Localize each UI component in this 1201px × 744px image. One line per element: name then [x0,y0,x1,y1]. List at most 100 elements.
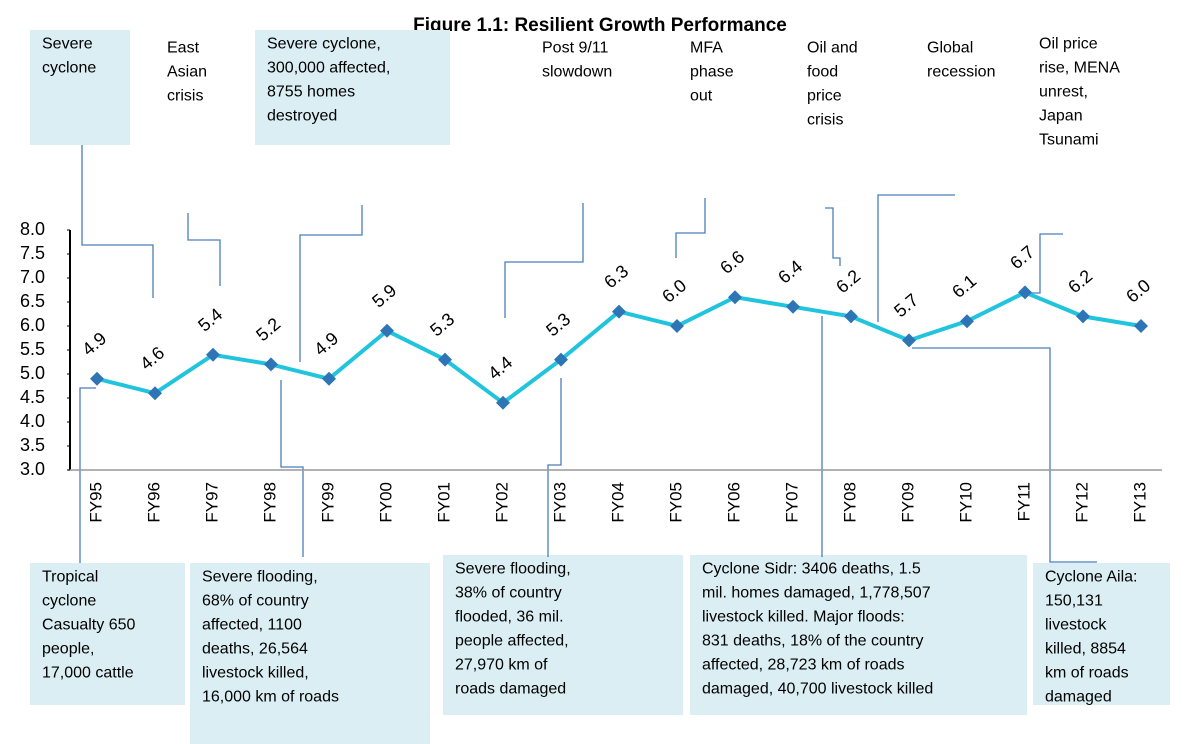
data-label: 5.2 [252,314,284,345]
annotation-text: Severe cyclone, [267,35,381,52]
connector [79,387,96,563]
marker [496,395,510,410]
connector [877,194,955,322]
y-tick-label: 4.5 [20,387,45,407]
connector [825,207,841,266]
annotation-text: recession [927,63,995,80]
annotation-text: East [167,39,200,56]
x-tick-label: FY09 [898,482,917,523]
annotation-box [30,563,185,705]
annotation-text: Tropical [42,568,98,585]
x-tick-label: FY10 [956,482,975,523]
annotation-text: affected, 1100 [202,616,302,633]
x-tick-label: FY02 [492,482,511,523]
marker [728,290,742,305]
x-tick-label: FY00 [376,482,395,523]
annotation-text: Severe flooding, [202,568,318,585]
x-tick-label: FY11 [1014,482,1033,521]
y-tick-label: 7.0 [20,267,45,287]
annotation-text: Oil and [807,39,858,56]
x-tick-label: FY08 [840,482,859,523]
data-label: 5.9 [368,280,400,311]
marker [1076,309,1090,324]
annotation-text: killed, 8854 [1045,640,1126,657]
x-tick-label: FY01 [434,482,453,523]
annotation-text: damaged [1045,688,1112,705]
y-tick-label: 5.5 [20,339,45,359]
annotation-text: roads damaged [455,680,566,697]
connector [912,347,1097,563]
annotation-text: damaged, 40,700 livestock killed [702,680,933,697]
annotation-text: Global [927,39,973,56]
data-label: 4.9 [310,328,342,359]
marker [148,386,162,401]
x-tick-label: FY07 [782,482,801,523]
annotation-text: mil. homes damaged, 1,778,507 [702,584,931,601]
annotation-text: rise, MENA [1039,59,1120,76]
connector [280,380,304,557]
data-label: 5.4 [194,304,226,335]
annotation-box [1033,563,1170,705]
annotation-text: 8755 homes [267,83,355,100]
marker [554,352,568,367]
data-label: 6.6 [716,247,748,278]
annotation-text: unrest, [1039,83,1088,100]
y-tick-label: 3.0 [20,459,45,479]
y-tick-label: 8.0 [20,219,45,239]
data-label: 5.3 [426,309,458,340]
data-label: 6.0 [1122,275,1154,306]
data-label: 5.7 [890,290,922,321]
annotation-text: out [690,87,713,104]
annotation-text: 27,970 km of [455,656,548,673]
annotation-text: food [807,63,838,80]
annotation-text: Japan [1039,107,1083,124]
connector [504,203,584,318]
annotation-box [255,30,450,145]
annotation-text: km of roads [1045,664,1129,681]
x-tick-label: FY98 [260,482,279,523]
marker [960,314,974,329]
y-tick-label: 7.5 [20,243,45,263]
x-tick-label: FY96 [144,482,163,523]
annotation-text: Cyclone Aila: [1045,568,1138,585]
annotation-text: Cyclone Sidr: 3406 deaths, 1.5 [702,560,921,577]
annotation-text: 17,000 cattle [42,664,134,681]
annotation-text: flooded, 36 mil. [455,608,564,625]
connector [547,378,562,557]
data-label: 4.4 [484,352,516,383]
annotation-text: destroyed [267,107,337,124]
annotation-text: 831 deaths, 18% of the country [702,632,923,649]
x-tick-label: FY12 [1072,482,1091,523]
x-tick-label: FY04 [608,482,627,523]
annotation-text: livestock [1045,616,1107,633]
marker [786,299,800,314]
annotation-text: 300,000 affected, [267,59,390,76]
annotation-text: people, [42,640,95,657]
data-label: 6.4 [774,256,806,287]
marker [438,352,452,367]
data-label: 6.2 [832,266,864,297]
marker [322,371,336,386]
x-tick-label: FY06 [724,482,743,523]
marker [264,357,278,372]
data-label: 5.3 [542,309,574,340]
y-tick-label: 5.0 [20,363,45,383]
annotation-text: cyclone [42,59,96,76]
annotation-box [443,555,683,715]
x-tick-label: FY95 [86,482,105,523]
data-label: 6.1 [948,271,980,302]
annotation-text: Post 9/11 [542,39,609,56]
marker [844,309,858,324]
annotation-text: phase [690,63,734,80]
annotation-text: Asian [167,63,207,80]
connector [299,205,363,362]
data-label: 4.9 [78,328,110,359]
marker [902,333,916,348]
annotation-text: Severe flooding, [455,560,571,577]
marker [380,323,394,338]
annotation-text: affected, 28,723 km of roads [702,656,905,673]
annotation-text: MFA [690,39,723,56]
connector [1030,233,1063,294]
data-label: 4.6 [136,343,168,374]
